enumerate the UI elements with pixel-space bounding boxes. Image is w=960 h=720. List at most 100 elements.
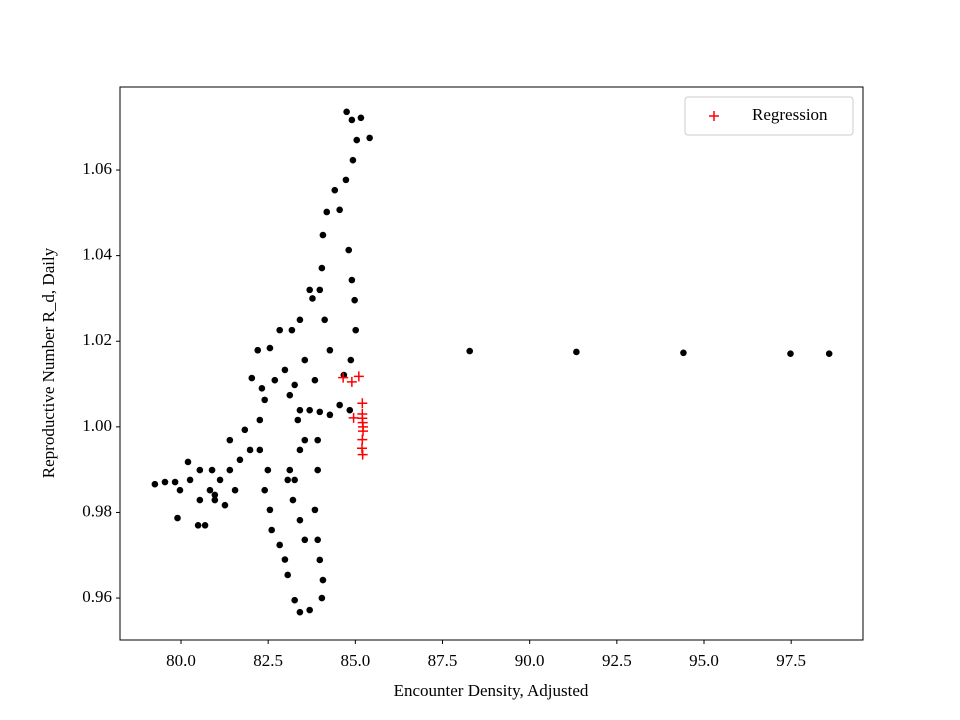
dot-marker	[176, 486, 184, 494]
dot-marker	[331, 186, 339, 194]
dot-marker	[208, 466, 216, 474]
plus-marker	[358, 421, 369, 432]
dot-marker	[306, 286, 313, 294]
dot-marker	[151, 480, 159, 488]
dot-marker	[256, 446, 264, 454]
dot-marker	[348, 276, 356, 284]
y-tick-label: 1.04	[82, 245, 112, 264]
dot-marker	[271, 376, 279, 384]
y-tick-label: 1.02	[82, 330, 112, 349]
dot-marker	[296, 516, 304, 524]
dot-marker	[196, 496, 204, 504]
dot-marker	[281, 556, 289, 563]
dot-marker	[825, 350, 833, 357]
dot-marker	[336, 401, 343, 409]
dot-marker	[366, 134, 373, 142]
dot-marker	[281, 366, 289, 374]
x-tick-label: 82.5	[253, 651, 283, 670]
dot-marker	[348, 116, 356, 124]
dot-marker	[336, 206, 343, 214]
dot-marker	[186, 476, 194, 484]
plus-marker	[357, 398, 368, 409]
dot-marker	[284, 571, 292, 579]
dot-marker	[226, 466, 234, 474]
plot-frame	[119, 86, 864, 641]
dot-marker	[294, 416, 302, 424]
dot-marker	[301, 436, 309, 444]
y-axis-label: Reproductive Number R_d, Daily	[39, 247, 58, 478]
dot-marker	[357, 114, 365, 122]
dot-marker	[342, 176, 350, 184]
plus-marker	[357, 413, 368, 424]
legend-box	[684, 96, 854, 136]
dot-marker	[326, 411, 334, 419]
y-tick-label: 1.00	[82, 416, 112, 435]
plus-marker	[348, 412, 359, 423]
plus-marker	[357, 449, 368, 460]
y-tick-label: 0.98	[82, 501, 112, 520]
dot-marker	[321, 316, 328, 324]
dot-marker	[352, 326, 359, 334]
dot-marker	[286, 466, 294, 474]
dot-marker	[276, 541, 283, 549]
dot-marker	[311, 376, 319, 384]
dot-marker	[323, 208, 331, 216]
dot-marker	[573, 348, 580, 356]
dot-marker	[314, 436, 321, 444]
dot-marker	[276, 326, 283, 334]
dot-marker	[291, 476, 298, 484]
dot-marker	[346, 406, 354, 414]
dot-marker	[301, 536, 309, 544]
dot-marker	[216, 476, 224, 484]
dot-marker	[284, 476, 292, 484]
dot-marker	[236, 456, 244, 464]
dot-marker	[349, 156, 357, 164]
dot-marker	[254, 346, 262, 354]
dot-marker	[211, 496, 219, 504]
dot-marker	[256, 416, 264, 424]
dot-marker	[291, 381, 298, 389]
dot-marker	[301, 356, 309, 364]
dot-marker	[314, 466, 321, 474]
dot-marker	[286, 391, 294, 399]
dot-marker	[351, 296, 358, 304]
dot-marker	[289, 496, 297, 504]
dot-marker	[306, 606, 313, 614]
x-tick-label: 87.5	[428, 651, 458, 670]
dot-marker	[316, 556, 324, 564]
dot-marker	[266, 344, 274, 352]
dot-marker	[171, 478, 179, 486]
dot-marker	[347, 356, 355, 364]
plus-marker	[346, 376, 357, 387]
dot-marker	[231, 486, 239, 494]
dot-marker	[316, 286, 324, 294]
plus-marker	[338, 372, 349, 383]
x-tick-label: 90.0	[515, 651, 545, 670]
dot-marker	[291, 596, 298, 604]
dot-marker	[206, 486, 214, 494]
x-tick-label: 80.0	[166, 651, 196, 670]
dot-marker	[326, 346, 334, 354]
y-tick-label: 1.06	[82, 159, 112, 178]
dot-marker	[161, 478, 169, 486]
dot-marker	[264, 466, 272, 474]
dot-marker	[311, 506, 319, 514]
dot-marker	[319, 576, 327, 584]
dot-marker	[345, 246, 353, 254]
dot-marker	[258, 385, 266, 392]
dot-marker	[261, 486, 268, 494]
plus-marker	[357, 434, 368, 445]
dot-marker	[296, 446, 304, 454]
dot-marker	[787, 350, 794, 357]
dot-marker	[196, 466, 204, 474]
dot-marker	[266, 506, 274, 514]
dot-marker	[318, 594, 326, 602]
dot-marker	[680, 349, 687, 357]
plus-marker	[709, 111, 719, 121]
x-axis-label: Encounter Density, Adjusted	[394, 681, 589, 700]
dot-marker	[466, 347, 474, 355]
dot-marker	[296, 608, 304, 616]
dot-marker	[353, 136, 361, 144]
dot-marker	[261, 396, 268, 404]
x-tick-label: 95.0	[689, 651, 719, 670]
